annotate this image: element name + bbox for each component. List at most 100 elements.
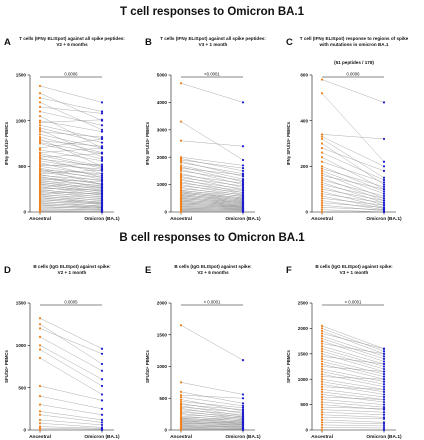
omicron-point [382,190,386,193]
omicron-point [100,112,104,115]
y-tick-label: 500 [18,164,26,169]
omicron-point [382,406,386,409]
pair-connector [321,381,385,393]
omicron-point [241,423,245,426]
omicron-point [100,141,104,144]
y-axis-label: IFNγ SFU/10⁶ PBMCs [286,121,291,165]
omicron-point [241,179,245,182]
pair-connector [321,179,385,197]
pair-connector [321,147,385,172]
y-tick-label: 500 [300,402,308,407]
pair-connector [39,102,103,130]
omicron-point [382,199,386,202]
panel-title-line: with mutations in omicron BA.1 [319,42,389,47]
panel-letter: B [145,37,152,48]
y-tick-label: 1000 [157,364,168,369]
pair-connector [321,386,385,390]
pair-connector [180,206,244,209]
pair-connector [180,173,244,188]
pair-connector [180,205,244,208]
pair-connector [321,399,385,405]
pair-connector [39,93,103,121]
ancestral-point [38,317,42,320]
ancestral-point [320,332,324,335]
omicron-point [382,395,386,399]
pair-connector [180,190,244,197]
omicron-point [241,169,245,172]
pair-connector [321,173,385,199]
ancestral-point [320,375,324,378]
omicron-point [382,407,386,410]
pair-connector [180,422,244,426]
ancestral-point [320,206,324,209]
omicron-point [241,408,245,411]
omicron-point [100,165,104,168]
omicron-point [100,187,104,190]
pair-connector [321,138,385,178]
omicron-point [382,360,386,363]
ancestral-point [179,398,183,401]
ancestral-point [320,174,324,177]
omicron-point [241,164,245,167]
omicron-point [100,128,104,131]
omicron-point [241,413,245,416]
omicron-point [100,172,104,175]
ancestral-point [320,406,324,409]
omicron-point [100,384,104,388]
pair-connector [39,324,103,365]
ancestral-point [320,360,324,363]
pair-connector [39,188,103,191]
ancestral-point [320,428,324,432]
pair-connector [180,382,244,395]
y-axis-label: IFNγ SFU/10⁶ PBMCs [145,121,150,165]
ancestral-point [320,337,324,340]
omicron-point [100,145,104,148]
pair-connector [321,335,385,357]
ancestral-point [38,121,42,124]
panel-letter: D [4,265,11,276]
omicron-point [100,180,104,183]
pair-connector [39,147,103,153]
omicron-point [100,418,104,421]
omicron-point [100,176,104,179]
pair-connector [180,198,244,204]
ancestral-point [320,204,324,207]
ancestral-point [320,362,324,366]
pair-connector [39,426,103,429]
y-axis-label: SFU/10⁶ PBMCs [145,349,150,382]
omicron-point [382,428,386,432]
omicron-point [382,169,386,172]
ancestral-point [38,395,42,398]
omicron-point [382,417,386,420]
ancestral-point [38,128,42,131]
pair-connector [180,406,244,413]
pair-connector [39,138,103,149]
pair-connector [180,399,244,412]
section-title-t-cell: T cell responses to Omicron BA.1 [119,6,305,18]
pair-connector [39,411,103,421]
pair-connector [180,424,244,427]
p-value-label: 0.0006 [64,71,78,76]
ancestral-point [38,348,42,351]
ancestral-point [320,355,324,358]
pair-connector [180,325,244,361]
pair-connector [39,357,103,395]
omicron-point [241,167,245,170]
omicron-point [100,210,104,214]
pair-connector [39,318,103,349]
pair-connector [39,192,103,197]
pair-connector [39,125,103,140]
pair-connector [321,404,385,410]
ancestral-point [320,194,324,198]
omicron-point [100,188,104,192]
pair-connector [321,409,385,413]
pair-connector [180,426,244,429]
y-tick-label: 0 [164,428,167,433]
ancestral-point [179,210,183,214]
y-tick-label: 0 [23,210,26,215]
ancestral-point [38,161,42,164]
omicron-point [100,393,104,396]
pair-connector [180,158,244,172]
p-value-label: 0.0005 [64,299,78,304]
ancestral-point [320,345,324,348]
